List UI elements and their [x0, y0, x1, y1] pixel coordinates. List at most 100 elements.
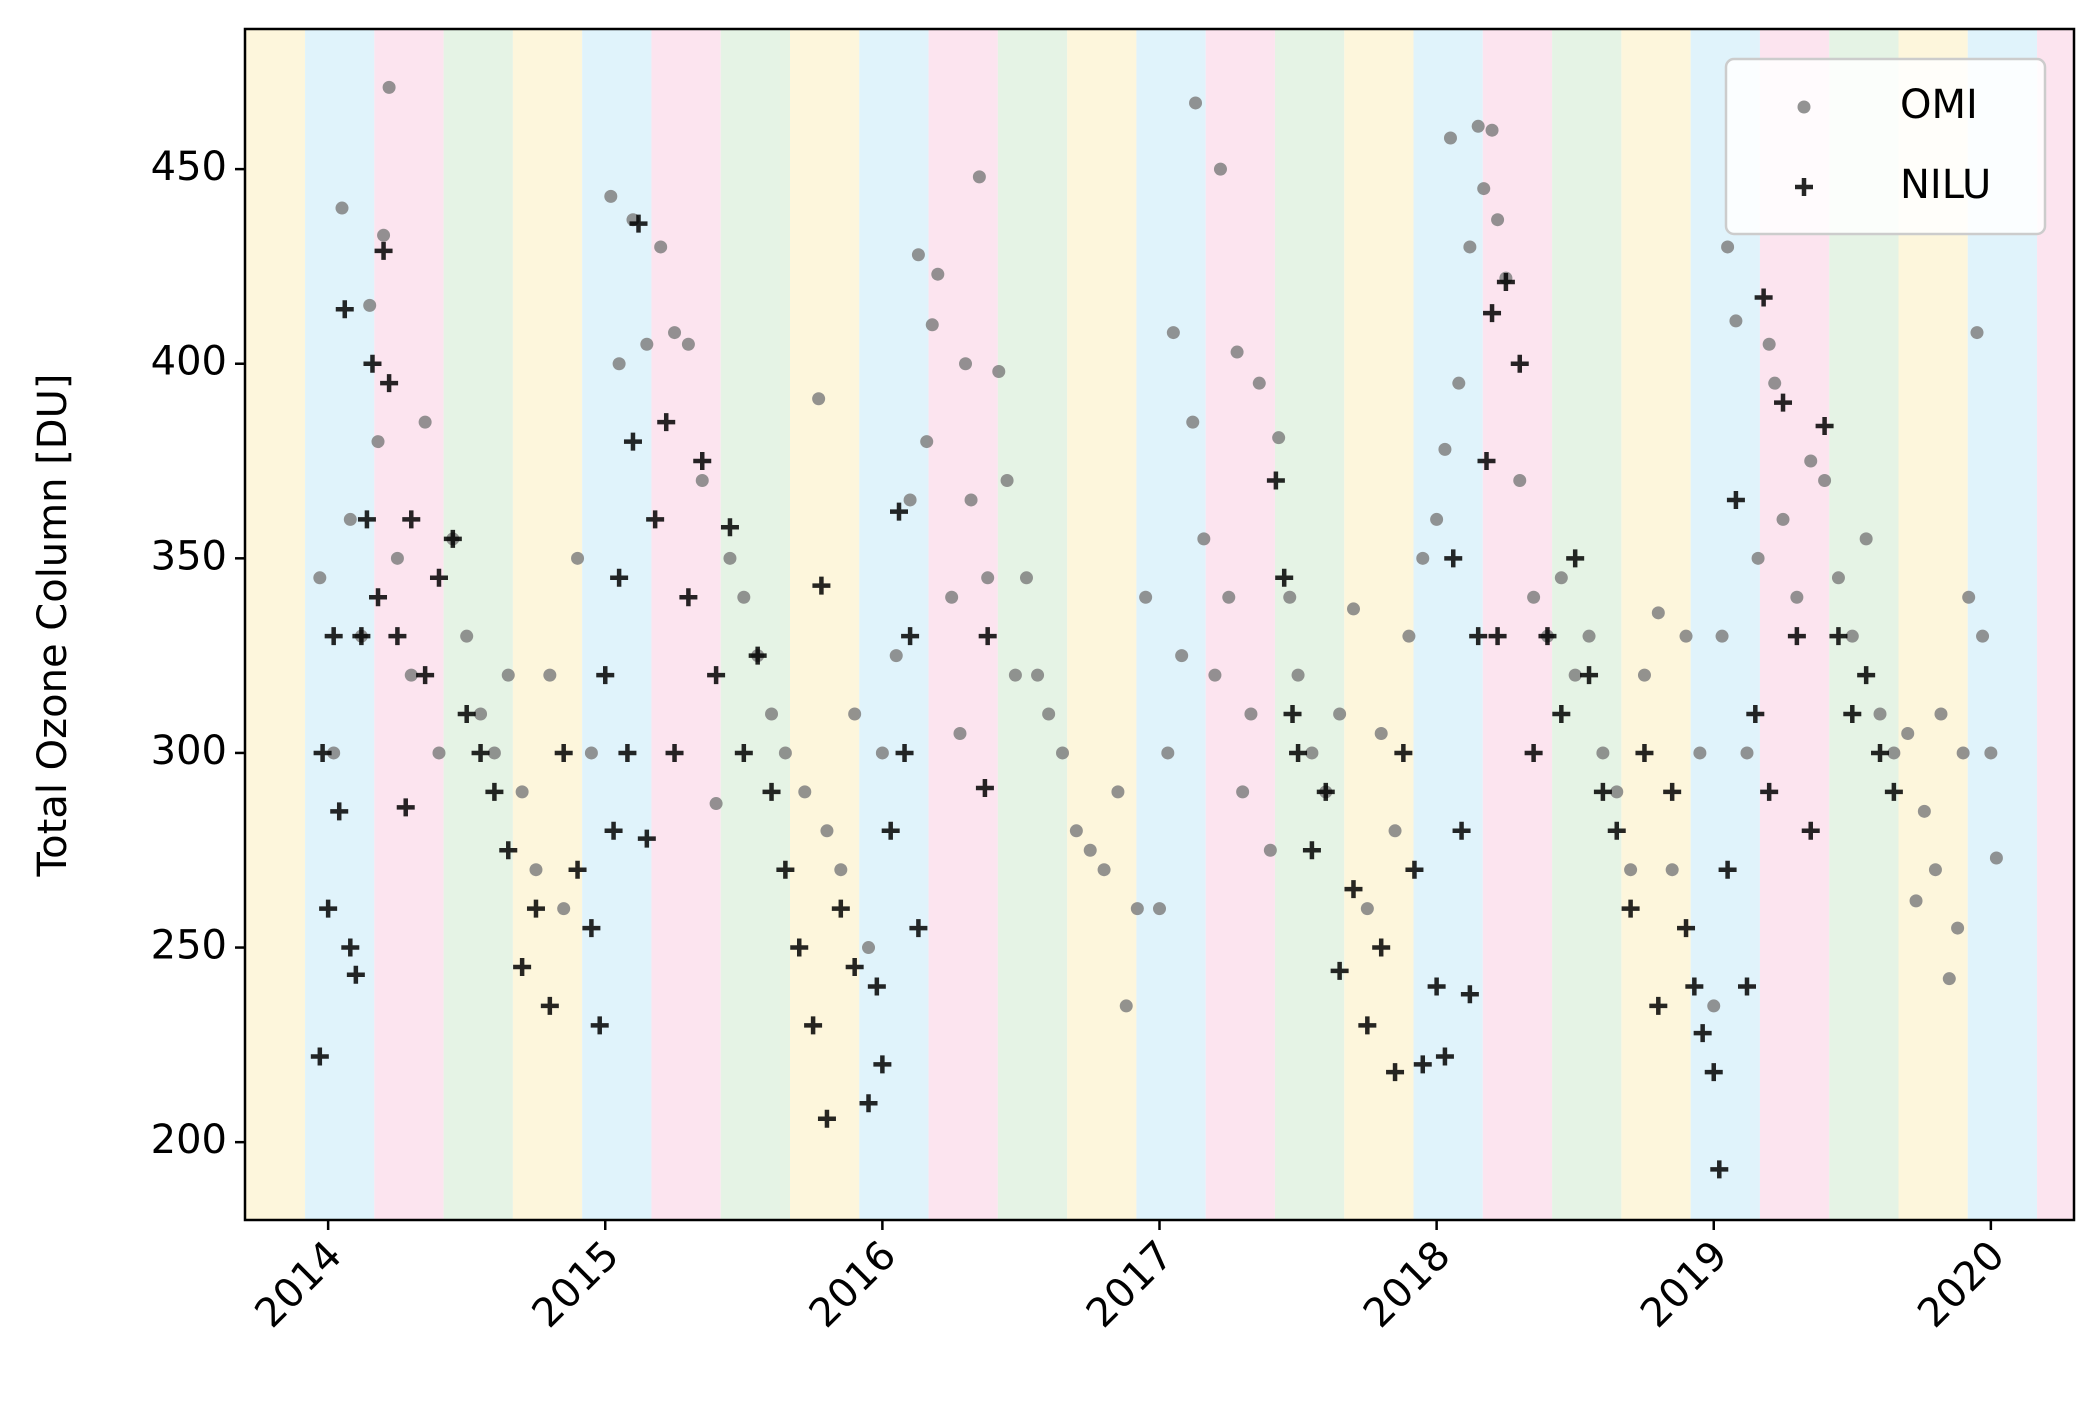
omi-point	[1651, 606, 1665, 620]
omi-point	[1175, 649, 1189, 663]
nilu-point	[679, 588, 698, 607]
omi-point	[1463, 240, 1477, 254]
omi-point	[959, 357, 973, 371]
nilu-point	[1685, 977, 1704, 996]
omi-point	[371, 435, 385, 449]
omi-point	[1008, 668, 1022, 682]
nilu-point	[313, 743, 332, 762]
omi-point	[925, 318, 939, 332]
nilu-point	[1884, 782, 1903, 801]
nilu-point	[657, 413, 676, 432]
omi-point	[1751, 551, 1765, 565]
omi-point	[1139, 590, 1153, 604]
omi-point	[1887, 746, 1901, 760]
nilu-point	[330, 802, 349, 821]
nilu-point	[1663, 782, 1682, 801]
legend: OMI NILU	[1724, 57, 2047, 236]
omi-point	[1346, 602, 1360, 616]
omi-point	[1797, 100, 1811, 114]
nilu-point	[720, 518, 739, 537]
nilu-point	[582, 919, 601, 938]
omi-point	[1042, 707, 1056, 721]
nilu-point	[352, 627, 371, 646]
omi-point	[1438, 442, 1452, 456]
nilu-point	[776, 860, 795, 879]
nilu-point	[1344, 880, 1363, 899]
season-band	[720, 29, 791, 1220]
nilu-point	[513, 958, 532, 977]
omi-point	[1970, 326, 1984, 340]
nilu-point	[1477, 452, 1496, 471]
nilu-point	[812, 576, 831, 595]
omi-point	[1845, 629, 1859, 643]
omi-point	[1283, 590, 1297, 604]
omi-point	[418, 415, 432, 429]
nilu-point	[1801, 821, 1820, 840]
y-tick-label: 450	[151, 144, 227, 190]
omi-point	[1715, 629, 1729, 643]
nilu-point	[596, 666, 615, 685]
omi-point	[1637, 668, 1651, 682]
nilu-point	[693, 452, 712, 471]
omi-point	[1213, 162, 1227, 176]
season-band	[1205, 29, 1275, 1220]
nilu-point	[416, 666, 435, 685]
nilu-point	[540, 996, 559, 1015]
omi-point	[1513, 473, 1527, 487]
omi-point	[1388, 824, 1402, 838]
nilu-point	[1552, 705, 1571, 724]
nilu-point	[1358, 1016, 1377, 1035]
nilu-point	[1330, 961, 1349, 980]
season-band	[512, 29, 583, 1220]
plot-frame	[243, 27, 2076, 1222]
omi-point	[1272, 431, 1286, 445]
nilu-point	[1460, 985, 1479, 1004]
omi-point	[1707, 999, 1721, 1013]
omi-point	[382, 80, 396, 94]
nilu-point	[867, 977, 886, 996]
season-band	[305, 29, 375, 1220]
season-band	[443, 29, 513, 1220]
omi-point	[1527, 590, 1541, 604]
season-band	[374, 29, 444, 1220]
nilu-point	[1510, 354, 1529, 373]
omi-point	[1305, 746, 1319, 760]
omi-point	[1000, 473, 1014, 487]
x-tick-label: 2015	[524, 1232, 629, 1337]
omi-point	[1360, 902, 1374, 916]
nilu-point	[357, 510, 376, 529]
y-tick-label: 250	[151, 923, 227, 969]
nilu-point	[790, 938, 809, 957]
omi-point	[1236, 785, 1250, 799]
omi-point	[1942, 972, 1956, 986]
nilu-point	[610, 568, 629, 587]
x-tick-label: 2020	[1909, 1232, 2014, 1337]
omi-point	[1554, 571, 1568, 585]
omi-point	[964, 493, 978, 507]
nilu-point	[388, 627, 407, 646]
nilu-point	[346, 965, 365, 984]
omi-point	[1056, 746, 1070, 760]
nilu-point	[873, 1055, 892, 1074]
nilu-point	[402, 510, 421, 529]
omi-point	[1153, 902, 1166, 916]
y-tick-label: 200	[151, 1117, 227, 1163]
nilu-point	[1677, 919, 1696, 938]
omi-point	[992, 365, 1006, 379]
omi-point	[1491, 213, 1505, 227]
nilu-point	[457, 705, 476, 724]
y-tick-label: 300	[151, 728, 227, 774]
nilu-point	[526, 899, 545, 918]
omi-point	[1083, 843, 1097, 857]
nilu-point	[1795, 178, 1813, 196]
nilu-point	[485, 782, 504, 801]
omi-point	[377, 228, 391, 242]
omi-point	[1291, 668, 1305, 682]
nilu-point	[499, 841, 518, 860]
omi-point	[404, 668, 418, 682]
nilu-point	[1738, 977, 1756, 996]
omi-point	[681, 337, 695, 351]
legend-box	[1724, 57, 2047, 236]
nilu-point	[707, 666, 726, 685]
season-band	[928, 29, 998, 1220]
